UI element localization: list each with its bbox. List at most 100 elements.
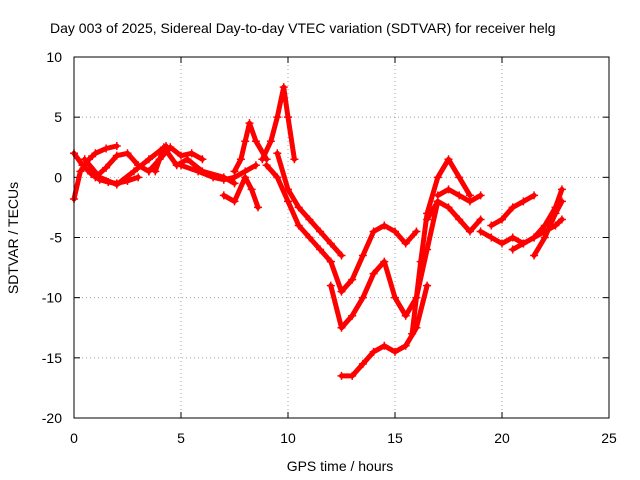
series-satellite-track-18	[433, 185, 485, 206]
series-satellite-track-17	[423, 197, 485, 236]
data-point	[519, 197, 528, 206]
series-line	[232, 120, 270, 174]
data-point	[273, 173, 282, 182]
y-tick-label: 5	[54, 109, 62, 125]
data-point	[177, 161, 185, 170]
data-point	[134, 173, 143, 182]
data-point	[433, 173, 442, 182]
data-point	[80, 155, 89, 164]
data-point	[279, 83, 288, 92]
data-point	[358, 359, 367, 368]
data-point	[412, 227, 421, 236]
data-point	[465, 197, 474, 206]
data-point	[433, 191, 442, 200]
data-point	[423, 215, 432, 224]
y-tick-label: 0	[54, 169, 62, 185]
data-point	[241, 173, 250, 182]
data-point	[348, 275, 357, 284]
series-line	[531, 198, 565, 258]
data-point	[358, 293, 367, 302]
y-tick-label: -5	[50, 230, 63, 246]
chart-title: Day 003 of 2025, Sidereal Day-to-day VTE…	[50, 20, 556, 36]
data-point	[369, 227, 378, 236]
data-point	[123, 149, 132, 158]
data-point	[401, 239, 410, 248]
data-point	[112, 180, 121, 189]
data-point	[557, 197, 566, 206]
data-point	[391, 347, 399, 356]
grid	[74, 57, 609, 418]
data-point	[476, 227, 485, 236]
x-tick-label: 5	[177, 430, 185, 446]
series-satellite-track-7	[177, 161, 260, 184]
data-point	[129, 167, 138, 176]
data-point	[230, 197, 239, 206]
data-point	[198, 155, 207, 164]
data-point	[455, 215, 464, 224]
data-point	[219, 175, 228, 184]
y-tick-label: -10	[42, 290, 62, 306]
data-point	[416, 257, 425, 266]
data-point	[391, 227, 399, 236]
data-point	[273, 113, 282, 122]
data-point	[284, 113, 292, 122]
data-point	[305, 233, 314, 242]
data-point	[144, 155, 153, 164]
data-point	[551, 209, 560, 218]
series-line	[82, 143, 169, 188]
series-satellite-track-12	[273, 149, 346, 260]
data-point	[380, 221, 389, 230]
data-point	[219, 191, 228, 200]
data-point	[530, 191, 539, 200]
data-point	[95, 173, 104, 182]
data-point	[337, 323, 346, 332]
data-point	[348, 371, 357, 380]
series-line	[264, 162, 334, 265]
data-point	[487, 233, 496, 242]
data-point	[151, 167, 160, 176]
data-point	[76, 167, 85, 176]
data-point	[273, 149, 282, 158]
data-point	[498, 239, 506, 248]
data-point	[348, 311, 357, 320]
data-point	[112, 142, 121, 151]
data-point	[247, 185, 256, 194]
data-point	[476, 215, 485, 224]
data-point	[294, 221, 303, 230]
data-point	[245, 119, 254, 128]
data-point	[254, 203, 263, 212]
data-point	[316, 245, 325, 254]
data-point	[177, 151, 185, 160]
data-point	[444, 185, 453, 194]
data-point	[476, 191, 485, 200]
data-point	[369, 347, 378, 356]
data-point	[444, 155, 453, 164]
data-point	[423, 281, 432, 290]
data-point	[290, 155, 299, 164]
data-point	[487, 221, 496, 230]
series-line	[424, 198, 484, 234]
data-point	[159, 143, 168, 152]
series-satellite-track-16	[408, 155, 474, 338]
plot-area	[70, 83, 566, 380]
data-point	[391, 293, 399, 302]
series-satellite-track-1	[70, 142, 121, 203]
data-point	[530, 251, 539, 260]
data-point	[305, 215, 314, 224]
data-point	[557, 215, 566, 224]
data-point	[91, 149, 100, 158]
data-point	[326, 281, 335, 290]
data-point	[326, 239, 335, 248]
plot-frame	[73, 56, 610, 419]
x-tick-label: 20	[494, 430, 510, 446]
data-point	[284, 197, 292, 206]
data-point	[209, 173, 218, 182]
data-point	[262, 161, 271, 170]
data-point	[102, 163, 111, 172]
y-tick-label: -20	[42, 410, 62, 426]
data-point	[284, 185, 292, 194]
x-axis: 0 5 10 15 20 25	[70, 57, 617, 446]
series-line	[259, 84, 297, 162]
data-point	[508, 245, 517, 254]
data-point	[183, 155, 192, 164]
